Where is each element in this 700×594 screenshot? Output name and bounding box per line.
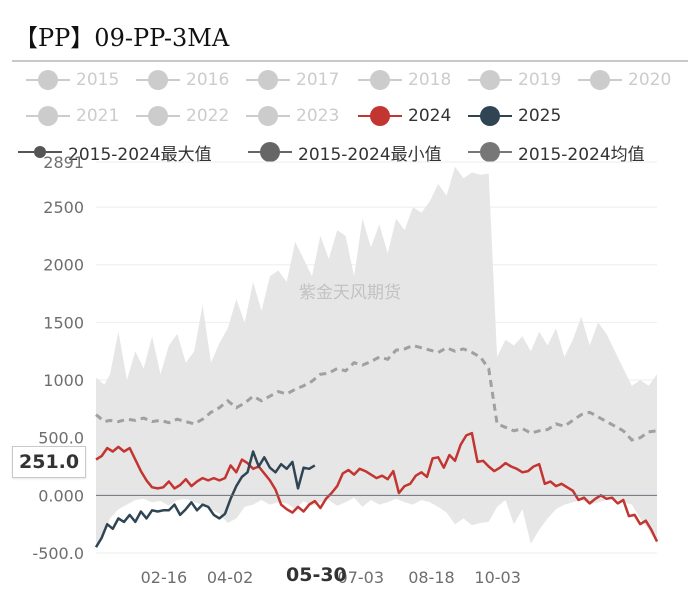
legend-item-2023[interactable]: 2023 — [244, 104, 339, 128]
series-line-2015-2024-avg — [95, 343, 658, 442]
chart-title: 【PP】09-PP-3MA — [14, 24, 230, 52]
watermark: 紫金天风期货 — [299, 283, 401, 303]
legend-symbol-icon — [356, 68, 404, 92]
axis-pointer-x-label: 05-30 — [286, 564, 347, 586]
legend-item-2024[interactable]: 2024 — [356, 104, 451, 128]
legend-label: 2015-2024均值 — [518, 144, 645, 165]
legend-label: 2017 — [296, 70, 340, 90]
legend-label: 2024 — [408, 106, 452, 126]
legend-item-2016[interactable]: 2016 — [134, 68, 229, 92]
legend-symbol-icon — [24, 68, 72, 92]
legend-symbol-icon — [134, 104, 182, 128]
y-tick-label: 2891 — [43, 153, 84, 172]
legend-label: 2018 — [408, 70, 452, 90]
y-tick-label: -500.0 — [32, 544, 84, 563]
legend-symbol-icon — [24, 104, 72, 128]
legend-symbol-icon — [576, 68, 624, 92]
legend-label: 2023 — [296, 106, 340, 126]
legend-symbol-icon — [466, 140, 514, 164]
legend-item-2025[interactable]: 2025 — [466, 104, 561, 128]
legend-label: 2019 — [518, 70, 562, 90]
y-tick-label: 0.000 — [38, 486, 84, 505]
legend-item-min[interactable]: 2015-2024最小值 — [246, 140, 442, 165]
legend-label: 2015-2024最小值 — [298, 144, 442, 165]
legend-item-max[interactable]: 2015-2024最大值 — [16, 140, 212, 165]
legend-item-2022[interactable]: 2022 — [134, 104, 229, 128]
legend-label: 2021 — [76, 106, 120, 126]
y-tick-label: 2500 — [43, 198, 84, 217]
legend-item-2017[interactable]: 2017 — [244, 68, 339, 92]
title-divider — [12, 60, 688, 62]
legend-symbol-icon — [356, 104, 404, 128]
legend-label: 2016 — [186, 70, 230, 90]
series-line-2025 — [94, 450, 316, 548]
legend-item-2015[interactable]: 2015 — [24, 68, 119, 92]
y-tick-label: 1500 — [43, 313, 84, 332]
legend-symbol-icon — [244, 104, 292, 128]
legend-symbol-icon — [244, 68, 292, 92]
legend-symbol-icon — [466, 104, 514, 128]
axis-pointer-y-label: 251.0 — [12, 446, 87, 478]
legend: 2015 2016 2017 2018 2019 2020 2021 2022 … — [0, 62, 700, 168]
y-axis-labels: 2891 2500 2000 1500 1000 500.0 0.000 -500.0 — [32, 153, 84, 563]
x-tick-label: 02-16 — [141, 568, 188, 587]
x-tick-label: 07-03 — [338, 568, 385, 587]
legend-label: 2015-2024最大值 — [68, 144, 212, 165]
legend-item-2021[interactable]: 2021 — [24, 104, 119, 128]
y-tick-label: 2000 — [43, 256, 84, 275]
legend-label: 2020 — [628, 70, 672, 90]
y-tick-label: 1000 — [43, 371, 84, 390]
x-tick-label: 08-18 — [408, 568, 455, 587]
legend-item-2018[interactable]: 2018 — [356, 68, 451, 92]
legend-item-avg[interactable]: 2015-2024均值 — [466, 140, 645, 165]
legend-symbol-icon — [246, 140, 294, 164]
legend-symbol-icon — [466, 68, 514, 92]
legend-label: 2022 — [186, 106, 230, 126]
legend-label: 2025 — [518, 106, 562, 126]
legend-symbol-icon — [134, 68, 182, 92]
x-tick-label: 04-02 — [207, 568, 254, 587]
legend-item-2020[interactable]: 2020 — [576, 68, 671, 92]
y-tick-label: 500.0 — [38, 429, 84, 448]
x-tick-label: 10-03 — [474, 568, 521, 587]
legend-label: 2015 — [76, 70, 120, 90]
series-line-2024 — [95, 431, 659, 543]
legend-item-2019[interactable]: 2019 — [466, 68, 561, 92]
x-axis-labels: 02-16 04-02 07-03 08-18 10-03 — [141, 568, 521, 587]
legend-symbol-icon — [16, 140, 64, 164]
